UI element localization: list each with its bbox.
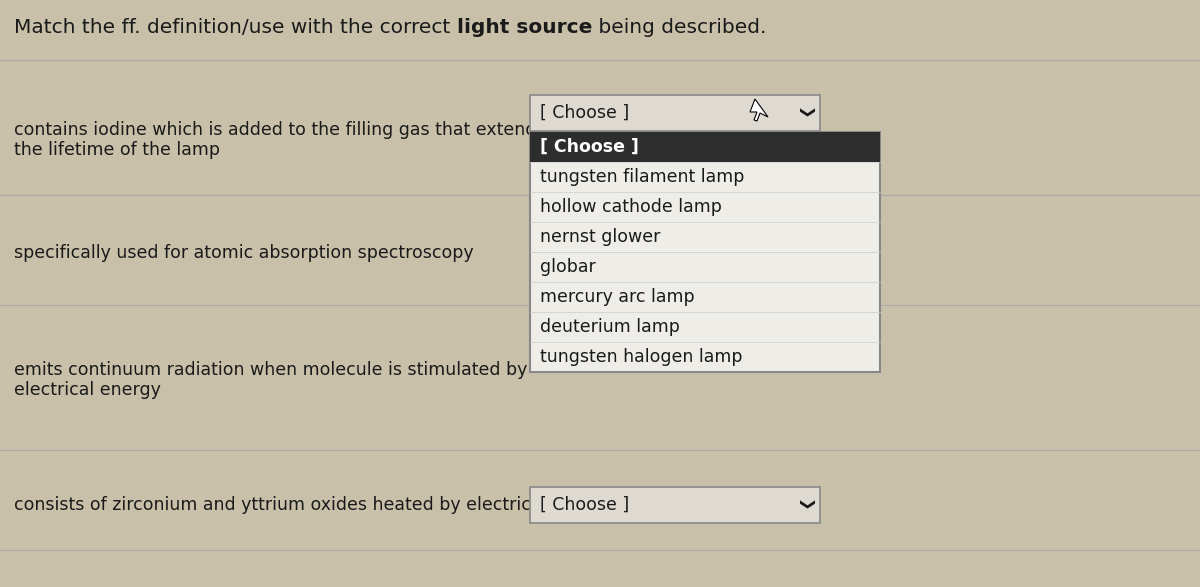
Text: consists of zirconium and yttrium oxides heated by electricity: consists of zirconium and yttrium oxides… bbox=[14, 496, 553, 514]
Text: tungsten filament lamp: tungsten filament lamp bbox=[540, 168, 744, 186]
Text: ❯: ❯ bbox=[797, 107, 811, 119]
FancyBboxPatch shape bbox=[530, 487, 820, 523]
Text: hollow cathode lamp: hollow cathode lamp bbox=[540, 198, 722, 216]
Text: globar: globar bbox=[540, 258, 595, 276]
FancyBboxPatch shape bbox=[530, 95, 820, 131]
Text: emits continuum radiation when molecule is stimulated by
electrical energy: emits continuum radiation when molecule … bbox=[14, 360, 527, 399]
FancyBboxPatch shape bbox=[530, 132, 880, 372]
Text: specifically used for atomic absorption spectroscopy: specifically used for atomic absorption … bbox=[14, 244, 474, 261]
Text: [ Choose ]: [ Choose ] bbox=[540, 496, 629, 514]
Text: contains iodine which is added to the filling gas that extends
the lifetime of t: contains iodine which is added to the fi… bbox=[14, 120, 546, 160]
Text: tungsten halogen lamp: tungsten halogen lamp bbox=[540, 348, 743, 366]
Text: ❯: ❯ bbox=[797, 498, 811, 511]
Text: deuterium lamp: deuterium lamp bbox=[540, 318, 680, 336]
Text: [ Choose ]: [ Choose ] bbox=[540, 138, 638, 156]
Text: mercury arc lamp: mercury arc lamp bbox=[540, 288, 695, 306]
Polygon shape bbox=[750, 99, 768, 121]
Text: Match the ff. definition/use with the correct: Match the ff. definition/use with the co… bbox=[14, 18, 457, 37]
FancyBboxPatch shape bbox=[530, 132, 880, 162]
Text: being described.: being described. bbox=[592, 18, 767, 37]
Text: nernst glower: nernst glower bbox=[540, 228, 660, 246]
Text: [ Choose ]: [ Choose ] bbox=[540, 104, 629, 122]
Text: light source: light source bbox=[457, 18, 592, 37]
